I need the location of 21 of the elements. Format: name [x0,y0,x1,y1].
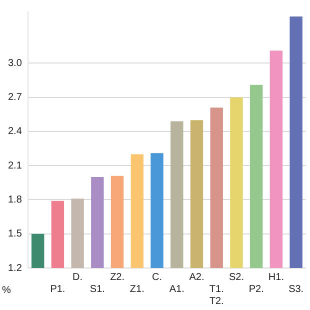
x-tick-label: S2. [228,272,244,283]
y-tick-label: 1.8 [8,194,22,206]
y-axis-title: % [2,284,11,296]
x-tick-label: D. [72,272,83,283]
x-tick-label: A2. [189,272,204,283]
x-tick-label: H1. [268,272,284,283]
x-tick-label: T1. T2. [209,284,224,307]
x-tick-label: P1. [50,284,66,295]
x-tick-label: Z2. [110,272,125,283]
y-tick-label: 1.5 [8,228,22,240]
y-tick-label: 3.0 [8,58,22,69]
x-tick-label: S1. [90,284,105,295]
x-tick-label: Z1. [130,284,144,295]
x-tick-label: C. [152,272,162,283]
y-tick-label: 2.4 [8,126,22,138]
y-tick-label: 2.1 [8,160,22,172]
x-tick-label: S3. [288,284,304,295]
y-tick-label: 1.2 [8,262,22,274]
x-tick-label: P2. [248,284,264,295]
x-tick-label: A1. [169,284,184,295]
y-tick-label: 2.7 [8,92,22,104]
